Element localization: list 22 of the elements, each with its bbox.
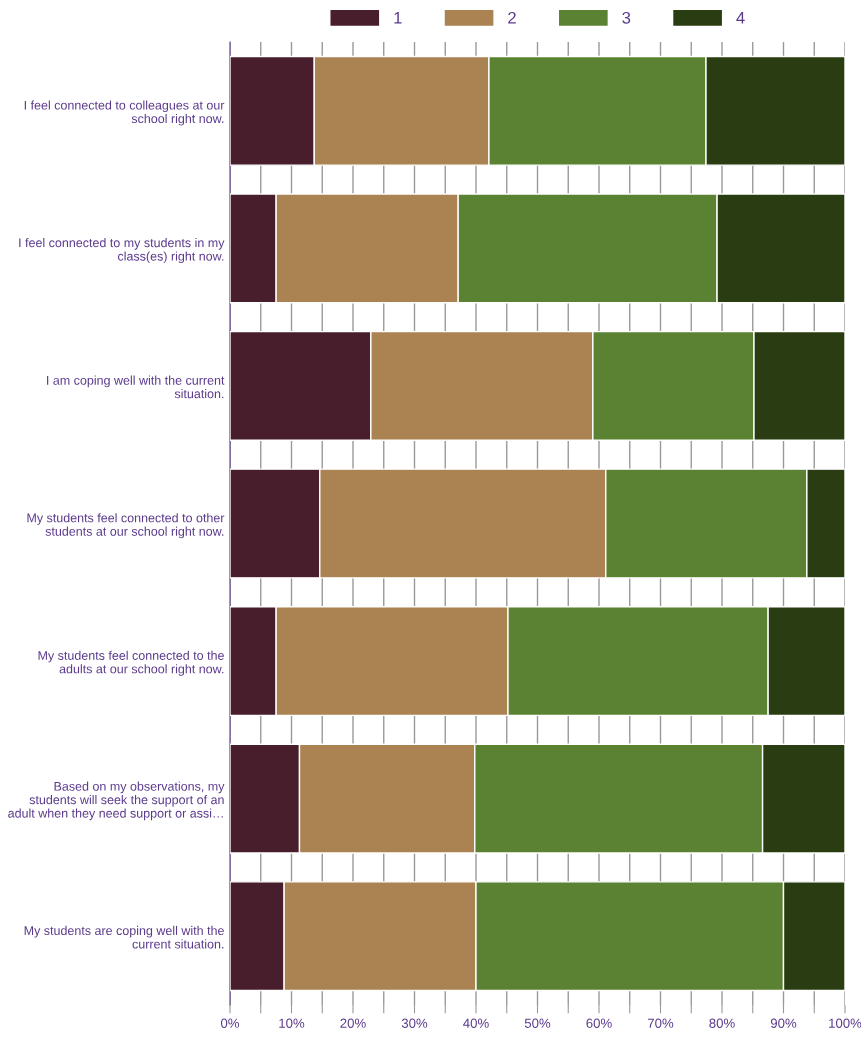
x-tick-label: 20% [340, 1018, 366, 1028]
y-tick-label: I feel connected to my students in my class(es) right now. [19, 238, 225, 264]
x-tick-label: 60% [586, 1018, 612, 1028]
legend-label: 4 [736, 12, 745, 24]
x-tick-label: 70% [647, 1018, 674, 1028]
x-tick-label: 100% [829, 1018, 861, 1028]
y-tick-label: My students are coping well with the current situation. [24, 925, 224, 949]
y-tick-label: My students feel connected to the adults at our school right now. [38, 650, 224, 676]
x-tick-label: 10% [279, 1018, 305, 1028]
y-tick-label: Based on my observations, my students will seek the support of an adult when they need support or assi… [8, 781, 225, 821]
legend-label: 2 [508, 11, 516, 24]
x-tick-label: 80% [709, 1018, 735, 1028]
x-tick-label: 40% [463, 1018, 489, 1028]
x-tick-label: 30% [401, 1018, 428, 1028]
x-tick-label: 90% [770, 1018, 797, 1028]
y-tick-label: My students feel connected to other students at our school right now. [27, 513, 225, 539]
legend-label: 1 [394, 12, 402, 24]
x-tick-label: 50% [524, 1018, 551, 1028]
y-tick-label: I feel connected to colleagues at our school right now. [24, 100, 225, 126]
legend-label: 3 [622, 11, 631, 24]
y-tick-label: I am coping well with the current situation. [47, 375, 225, 399]
x-tick-label: 0% [220, 1018, 240, 1028]
